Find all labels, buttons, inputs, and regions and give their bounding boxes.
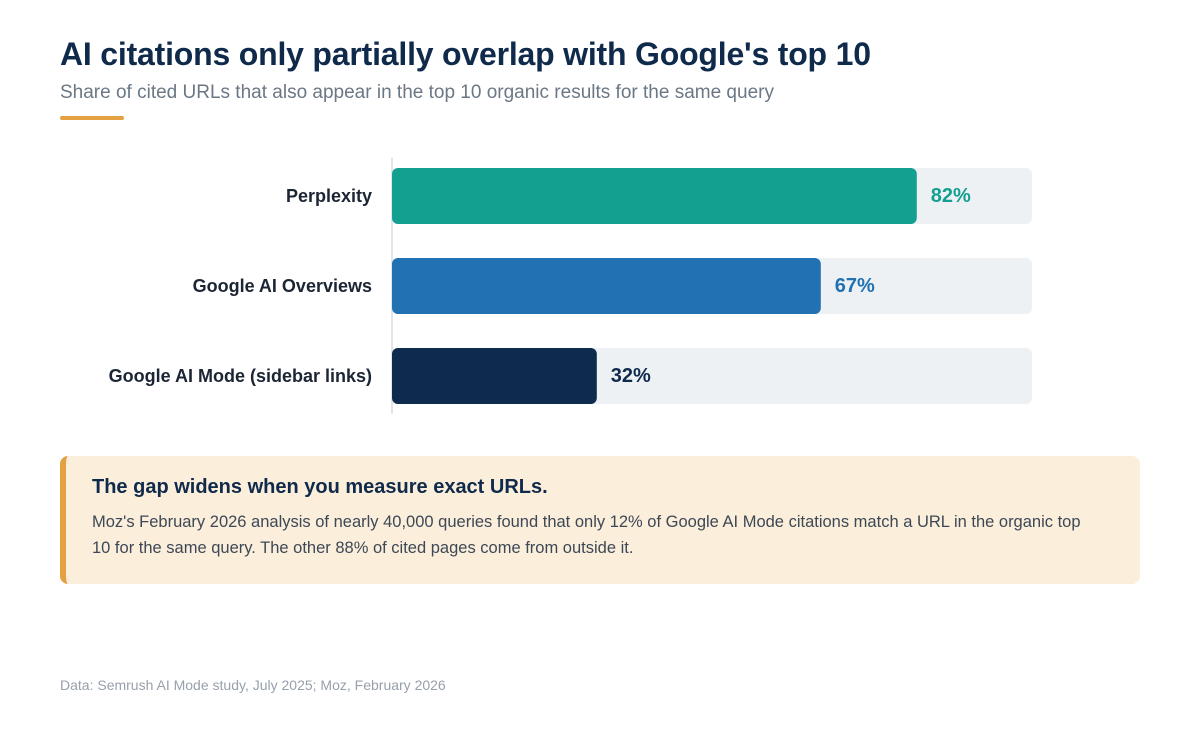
category-label: Perplexity — [286, 186, 372, 206]
bar — [392, 348, 597, 404]
insight-callout: The gap widens when you measure exact UR… — [60, 456, 1140, 584]
category-label: Google AI Overviews — [193, 276, 372, 296]
value-label: 32% — [611, 365, 651, 387]
callout-title: The gap widens when you measure exact UR… — [92, 476, 548, 498]
value-label: 67% — [835, 275, 875, 297]
value-label: 82% — [931, 185, 971, 207]
category-label: Google AI Mode (sidebar links) — [109, 366, 372, 386]
bar — [392, 168, 917, 224]
source-note: Data: Semrush AI Mode study, July 2025; … — [60, 677, 446, 693]
accent-rule — [60, 116, 124, 120]
bar-chart-svg: Perplexity 82% Google AI Overviews 67% Googl… — [109, 158, 1032, 414]
page-title: AI citations only partially overlap with… — [60, 36, 871, 72]
callout-body: Moz's February 2026 analysis of nearly 4… — [92, 513, 1081, 557]
bar-chart: Perplexity 82% Google AI Overviews 67% Googl… — [0, 150, 1200, 430]
bar — [392, 258, 821, 314]
page-subtitle: Share of cited URLs that also appear in … — [60, 82, 774, 103]
